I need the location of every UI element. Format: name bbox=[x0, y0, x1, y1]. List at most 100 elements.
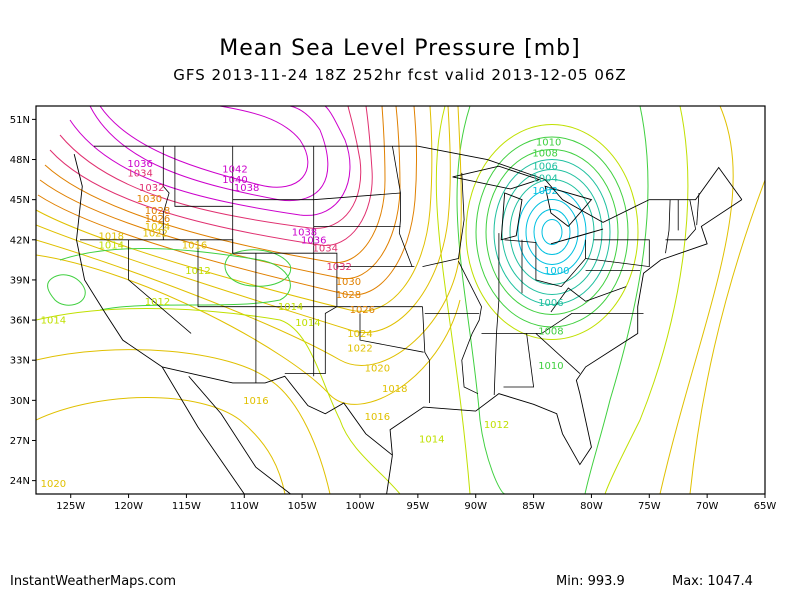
isobar bbox=[37, 106, 418, 296]
contour-label: 1000 bbox=[544, 266, 569, 277]
contour-label: 1030 bbox=[336, 277, 361, 288]
isobar bbox=[59, 106, 362, 229]
contour-label: 1014 bbox=[41, 316, 66, 327]
contour-label: 1024 bbox=[347, 329, 372, 340]
lon-tick-label: 75W bbox=[638, 501, 661, 512]
border-line bbox=[389, 199, 743, 466]
border-line bbox=[452, 165, 541, 190]
contour-label: 1012 bbox=[484, 420, 509, 431]
border-line bbox=[188, 375, 291, 494]
contour-label: 1006 bbox=[532, 162, 557, 173]
state-line bbox=[284, 266, 338, 374]
lat-tick-label: 45N bbox=[10, 195, 30, 206]
state-line bbox=[174, 146, 233, 207]
lon-tick-label: 95W bbox=[407, 501, 430, 512]
contour-label: 1016 bbox=[365, 412, 390, 423]
lon-tick-label: 70W bbox=[696, 501, 719, 512]
state-line bbox=[80, 239, 415, 267]
lat-tick-label: 51N bbox=[10, 115, 30, 126]
isobar bbox=[89, 106, 329, 202]
lon-tick-label: 110W bbox=[230, 501, 259, 512]
isobar bbox=[36, 254, 461, 405]
isobar bbox=[541, 219, 563, 245]
state-borders bbox=[73, 145, 743, 494]
contour-label: 1016 bbox=[182, 241, 207, 252]
contour-label: 1014 bbox=[98, 241, 123, 252]
lon-tick-label: 80W bbox=[580, 501, 603, 512]
isobar bbox=[36, 106, 433, 312]
border-line bbox=[500, 192, 523, 241]
contour-label: 1014 bbox=[419, 435, 444, 446]
isobar bbox=[59, 247, 291, 311]
contour-label: 1028 bbox=[145, 206, 170, 217]
longitude-axis: 125W 120W 115W 110W 105W 100W 95W 90W 85W 80W 75W 7… bbox=[56, 494, 776, 512]
contour-label: 1040 bbox=[222, 175, 247, 186]
state-line bbox=[162, 146, 170, 240]
contour-label: 1016 bbox=[243, 396, 268, 407]
state-line bbox=[128, 239, 192, 334]
state-line bbox=[550, 286, 627, 313]
max-value: Max: 1047.4 bbox=[672, 574, 753, 589]
contour-label: 1028 bbox=[336, 290, 361, 301]
border-line bbox=[162, 366, 393, 456]
lat-tick-label: 48N bbox=[10, 155, 30, 166]
isobar bbox=[36, 349, 331, 494]
border-line bbox=[93, 145, 743, 223]
lon-tick-label: 125W bbox=[56, 501, 85, 512]
isobar bbox=[39, 106, 401, 280]
isobar bbox=[659, 106, 734, 494]
contour-label: 1038 bbox=[234, 183, 259, 194]
contour-label: 1012 bbox=[185, 266, 210, 277]
max-label-text: Max: bbox=[672, 574, 704, 589]
state-line bbox=[665, 199, 671, 254]
isobar bbox=[533, 209, 571, 255]
contour-label: 1014 bbox=[295, 318, 320, 329]
map-subtitle: GFS 2013-11-24 18Z 252hr fcst valid 2013… bbox=[173, 66, 627, 84]
state-line bbox=[197, 239, 423, 308]
contour-label: 1024 bbox=[145, 222, 170, 233]
border-line bbox=[550, 228, 604, 245]
lat-tick-label: 24N bbox=[10, 476, 30, 487]
state-line bbox=[503, 333, 535, 388]
contour-label: 1038 bbox=[292, 227, 317, 238]
isobar bbox=[224, 249, 292, 287]
min-label-text: Min: bbox=[556, 574, 584, 589]
state-line bbox=[535, 333, 581, 374]
credit-link[interactable]: InstantWeatherMaps.com bbox=[10, 574, 177, 589]
isobar bbox=[525, 199, 579, 265]
lon-tick-label: 120W bbox=[114, 501, 143, 512]
contour-label: 1012 bbox=[145, 297, 170, 308]
state-line bbox=[493, 233, 500, 396]
state-line bbox=[585, 239, 650, 268]
contour-label: 1026 bbox=[350, 305, 375, 316]
state-line bbox=[665, 199, 697, 241]
contour-label: 1036 bbox=[301, 235, 326, 246]
contour-label: 1018 bbox=[382, 384, 407, 395]
contour-label: 1018 bbox=[98, 231, 123, 242]
state-line bbox=[696, 192, 700, 226]
contour-label: 1022 bbox=[142, 229, 167, 240]
isobar bbox=[99, 106, 309, 188]
lon-tick-label: 90W bbox=[464, 501, 487, 512]
lat-tick-label: 42N bbox=[10, 235, 30, 246]
isobar bbox=[604, 106, 689, 494]
lon-tick-label: 115W bbox=[172, 501, 201, 512]
contour-labels: 1010100810061004100210001006100810101012… bbox=[41, 138, 570, 490]
map-title: Mean Sea Level Pressure [mb] bbox=[219, 36, 581, 61]
state-line bbox=[359, 313, 424, 353]
contour-label: 1026 bbox=[145, 214, 170, 225]
state-line bbox=[422, 306, 430, 403]
isobar bbox=[36, 106, 451, 333]
lon-tick-label: 105W bbox=[288, 501, 317, 512]
isobar bbox=[44, 106, 386, 264]
border-line bbox=[544, 185, 593, 228]
state-line bbox=[422, 172, 465, 267]
contour-label: 1020 bbox=[41, 479, 66, 490]
isobar bbox=[435, 106, 471, 494]
state-line bbox=[458, 261, 482, 395]
contour-label: 1010 bbox=[538, 361, 563, 372]
state-line bbox=[392, 146, 413, 267]
lat-tick-label: 30N bbox=[10, 396, 30, 407]
isobar bbox=[485, 149, 619, 315]
